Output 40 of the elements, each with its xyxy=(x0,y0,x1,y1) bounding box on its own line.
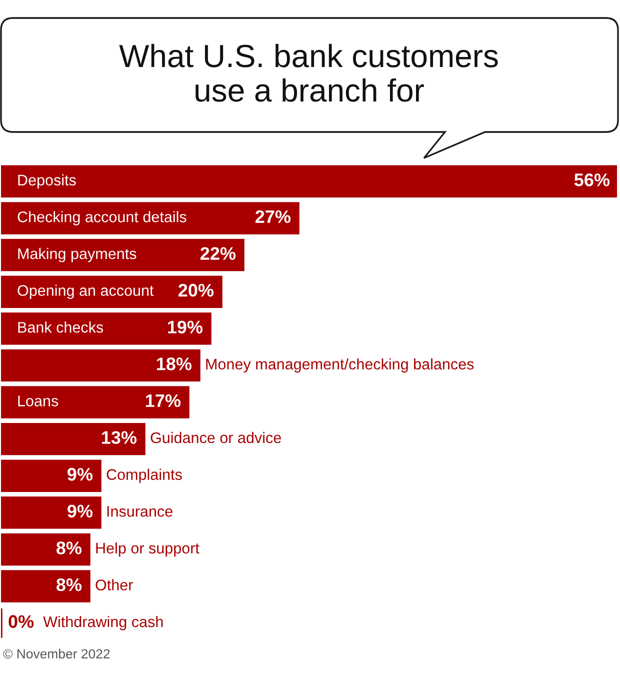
bar xyxy=(1,533,90,566)
y-tick-label: Help or support xyxy=(96,542,200,557)
y-tick-label: Bank checks xyxy=(18,322,104,333)
data-label: 18% xyxy=(157,358,192,370)
chart-title: What U.S. bank customers use a branch for xyxy=(119,44,498,102)
bar xyxy=(1,349,200,382)
bar xyxy=(1,165,617,198)
bar xyxy=(1,238,244,272)
data-label: 20% xyxy=(178,284,214,297)
y-tick-label: Deposits xyxy=(18,174,76,189)
data-label: 19% xyxy=(168,320,203,334)
y-tick-label: Money management/checking balances xyxy=(206,358,474,373)
y-tick-label: Making payments xyxy=(18,248,136,262)
data-label: 56% xyxy=(574,173,610,186)
y-tick-label: Insurance xyxy=(107,506,172,517)
data-label: 22% xyxy=(200,247,236,260)
y-tick-label: Opening an account xyxy=(18,284,154,299)
bar xyxy=(1,460,102,492)
data-label: 9% xyxy=(68,504,93,518)
data-label: 27% xyxy=(255,210,291,224)
y-tick-label: Withdrawing cash xyxy=(43,616,163,630)
text: © November 2022 xyxy=(3,648,110,659)
bar xyxy=(1,422,146,456)
y-tick-label: Complaints xyxy=(106,468,182,483)
data-label: 17% xyxy=(146,394,181,408)
bar xyxy=(1,312,212,345)
bar xyxy=(1,202,300,234)
y-tick-label: Other xyxy=(96,579,133,590)
bar xyxy=(1,276,222,308)
y-tick-label: Loans xyxy=(18,396,58,406)
data-label: 9% xyxy=(68,468,93,481)
data-label: 8% xyxy=(56,542,82,554)
bar xyxy=(1,496,102,529)
y-tick-label: Checking account details xyxy=(18,211,186,226)
bar xyxy=(1,570,90,602)
y-tick-label: Guidance or advice xyxy=(150,432,281,444)
data-label: 0% xyxy=(8,615,34,628)
bar xyxy=(1,386,190,418)
data-label: 8% xyxy=(56,578,82,592)
data-label: 13% xyxy=(102,431,137,444)
